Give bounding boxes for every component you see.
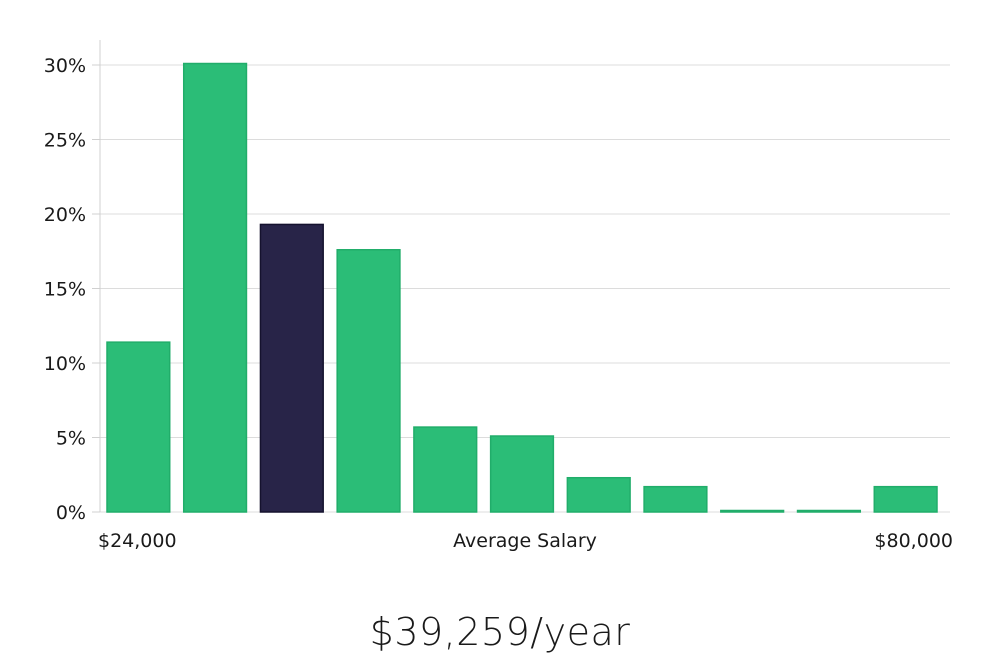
x-min-label: $24,000 [98, 530, 177, 552]
y-tick-label: 25% [44, 130, 86, 152]
salary-histogram: 0% 5% 10% 15% 20% 25% 30% $24,000 Average Sala… [44, 40, 953, 552]
bar-highlighted [259, 223, 324, 513]
y-tick-label: 5% [56, 428, 86, 450]
y-tick-label: 30% [44, 55, 86, 77]
bar [182, 62, 248, 513]
x-axis-title: Average Salary [453, 530, 597, 552]
bar [413, 426, 478, 513]
bar [643, 485, 708, 513]
bar [489, 435, 555, 513]
bar [566, 476, 631, 513]
bar [106, 341, 171, 513]
y-axis: 0% 5% 10% 15% 20% 25% 30% [44, 55, 100, 524]
bar [336, 249, 401, 513]
average-salary-value: $39,259/year [369, 610, 631, 654]
y-tick-label: 20% [44, 204, 86, 226]
y-tick-label: 15% [44, 279, 86, 301]
y-tick-label: 10% [44, 353, 86, 375]
bar [796, 509, 862, 513]
bars [106, 62, 938, 513]
bar [720, 509, 785, 513]
y-tick-label: 0% [56, 502, 86, 524]
bar [873, 485, 938, 513]
x-max-label: $80,000 [874, 530, 953, 552]
